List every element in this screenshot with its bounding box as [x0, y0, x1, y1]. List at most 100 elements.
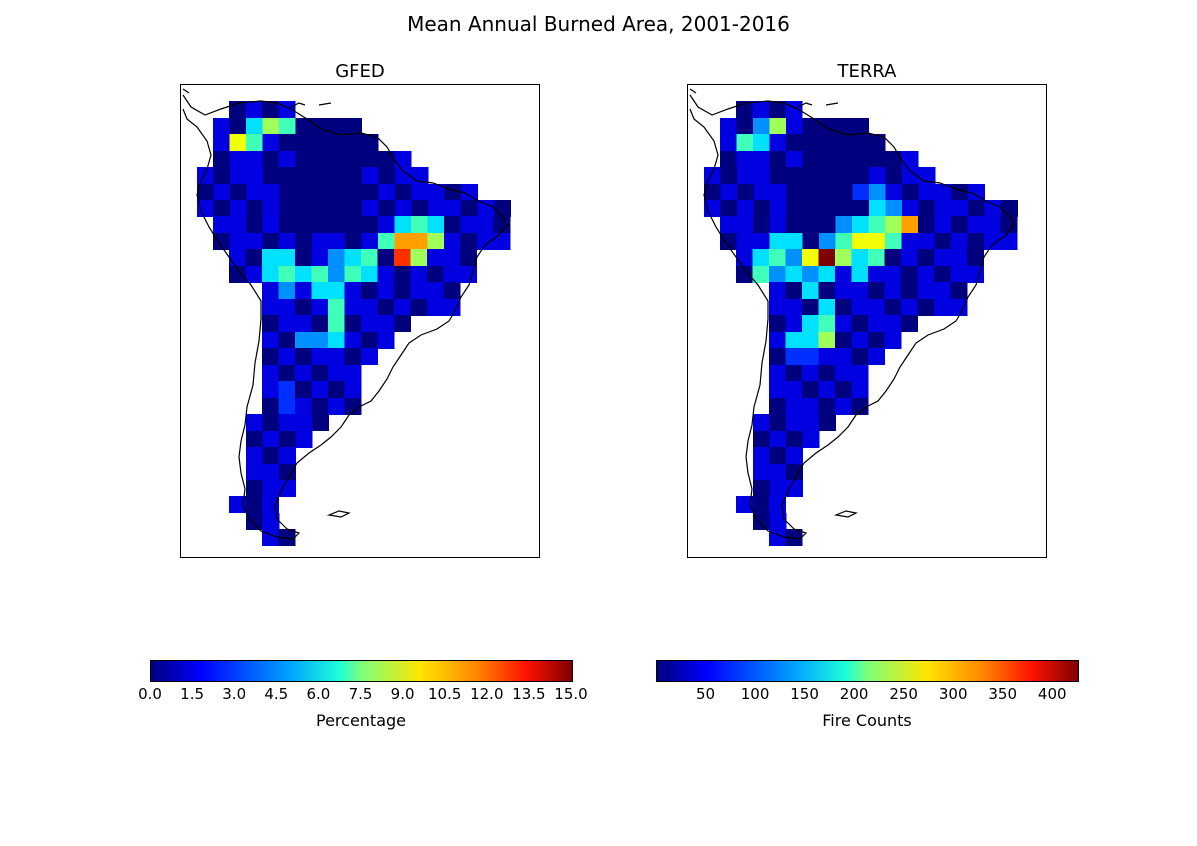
grid-cell — [312, 118, 329, 135]
grid-cell — [885, 233, 902, 250]
grid-cell — [229, 134, 247, 151]
grid-cell — [737, 167, 754, 184]
grid-cell — [786, 233, 803, 250]
grid-cell — [410, 282, 428, 299]
grid-cell — [312, 233, 329, 250]
grid-cell — [802, 151, 820, 168]
grid-cell — [197, 167, 214, 184]
grid-cell — [295, 332, 312, 349]
grid-cell — [802, 365, 819, 382]
grid-cell — [394, 299, 411, 316]
grid-cell — [868, 282, 885, 299]
grid-cell — [968, 184, 985, 201]
colorbar-gfed — [150, 660, 573, 682]
grid-cell — [885, 216, 902, 233]
grid-cell — [395, 184, 412, 201]
grid-cell — [229, 216, 247, 233]
grid-cell — [410, 266, 428, 283]
colorbar-tick-label: 10.5 — [427, 685, 462, 703]
grid-cell — [836, 200, 853, 217]
grid-cell — [851, 381, 869, 398]
grid-cell — [785, 381, 803, 398]
grid-cell — [704, 184, 721, 201]
grid-cell — [411, 184, 429, 201]
grid-cell — [984, 216, 1001, 233]
colorbar-terra — [656, 660, 1079, 682]
grid-cell — [917, 299, 935, 316]
grid-cell — [935, 200, 952, 217]
grid-cell — [378, 167, 396, 184]
grid-cell — [213, 184, 231, 201]
grid-cell — [444, 216, 461, 233]
grid-cell — [769, 233, 787, 250]
grid-cell — [278, 299, 296, 316]
grid-cell — [819, 167, 837, 184]
grid-cell — [769, 464, 787, 481]
grid-cell — [229, 266, 246, 283]
grid-cell — [278, 101, 296, 118]
grid-cell — [394, 151, 412, 168]
grid-cell — [736, 118, 754, 135]
grid-cell — [246, 151, 263, 168]
grid-cell — [951, 216, 968, 233]
grid-cell — [427, 233, 445, 250]
grid-cell — [361, 151, 379, 168]
grid-cell — [378, 184, 396, 201]
grid-cell — [344, 381, 362, 398]
grid-cell — [460, 266, 477, 283]
grid-cell — [818, 249, 836, 266]
grid-cell — [736, 134, 754, 151]
grid-cell — [361, 332, 378, 349]
grid-cell — [902, 167, 919, 184]
grid-cell — [362, 184, 379, 201]
grid-cell — [753, 151, 770, 168]
grid-cell — [720, 233, 737, 250]
grid-cell — [427, 299, 444, 316]
grid-cell — [769, 381, 786, 398]
grid-cell — [262, 365, 279, 382]
grid-cell — [262, 480, 280, 497]
grid-cell — [769, 447, 787, 464]
grid-cell — [786, 151, 803, 168]
grid-cell — [378, 216, 395, 233]
grid-cell — [935, 184, 952, 201]
grid-cell — [246, 134, 263, 151]
grid-cell — [918, 216, 935, 233]
grid-cell — [262, 513, 280, 530]
grid-cell — [312, 167, 330, 184]
grid-cell — [229, 118, 247, 135]
grid-cell — [835, 282, 852, 299]
grid-cell — [901, 282, 918, 299]
grid-cell — [262, 118, 280, 135]
grid-cell — [752, 249, 770, 266]
colorbar-gfed-label: Percentage — [315, 711, 407, 730]
grid-cell — [460, 216, 478, 233]
grid-cell — [918, 233, 935, 250]
panel-title-gfed: GFED — [335, 61, 385, 82]
grid-cell — [262, 233, 280, 250]
grid-cell — [295, 282, 312, 299]
islands — [689, 88, 858, 518]
grid-cell — [819, 216, 836, 233]
grid-cell — [278, 282, 296, 299]
grid-cell — [868, 134, 886, 151]
grid-cell — [263, 167, 280, 184]
grid-cell — [345, 151, 362, 168]
grid-cell — [262, 249, 279, 266]
grid-cell — [378, 200, 396, 217]
grid-cell — [311, 249, 329, 266]
grid-cell — [1000, 233, 1018, 250]
grid-cell — [278, 315, 296, 332]
grid-cell — [428, 200, 445, 217]
grid-cell — [918, 200, 936, 217]
grid-cell — [785, 332, 803, 349]
grid-cell — [328, 299, 345, 316]
grid-cell — [344, 282, 362, 299]
grid-cell — [951, 200, 969, 217]
grid-cell — [279, 480, 296, 497]
grid-cell — [736, 266, 753, 283]
grid-cell — [229, 233, 247, 250]
grid-cell — [917, 249, 935, 266]
grid-cell — [802, 315, 819, 332]
grid-cell — [885, 200, 903, 217]
